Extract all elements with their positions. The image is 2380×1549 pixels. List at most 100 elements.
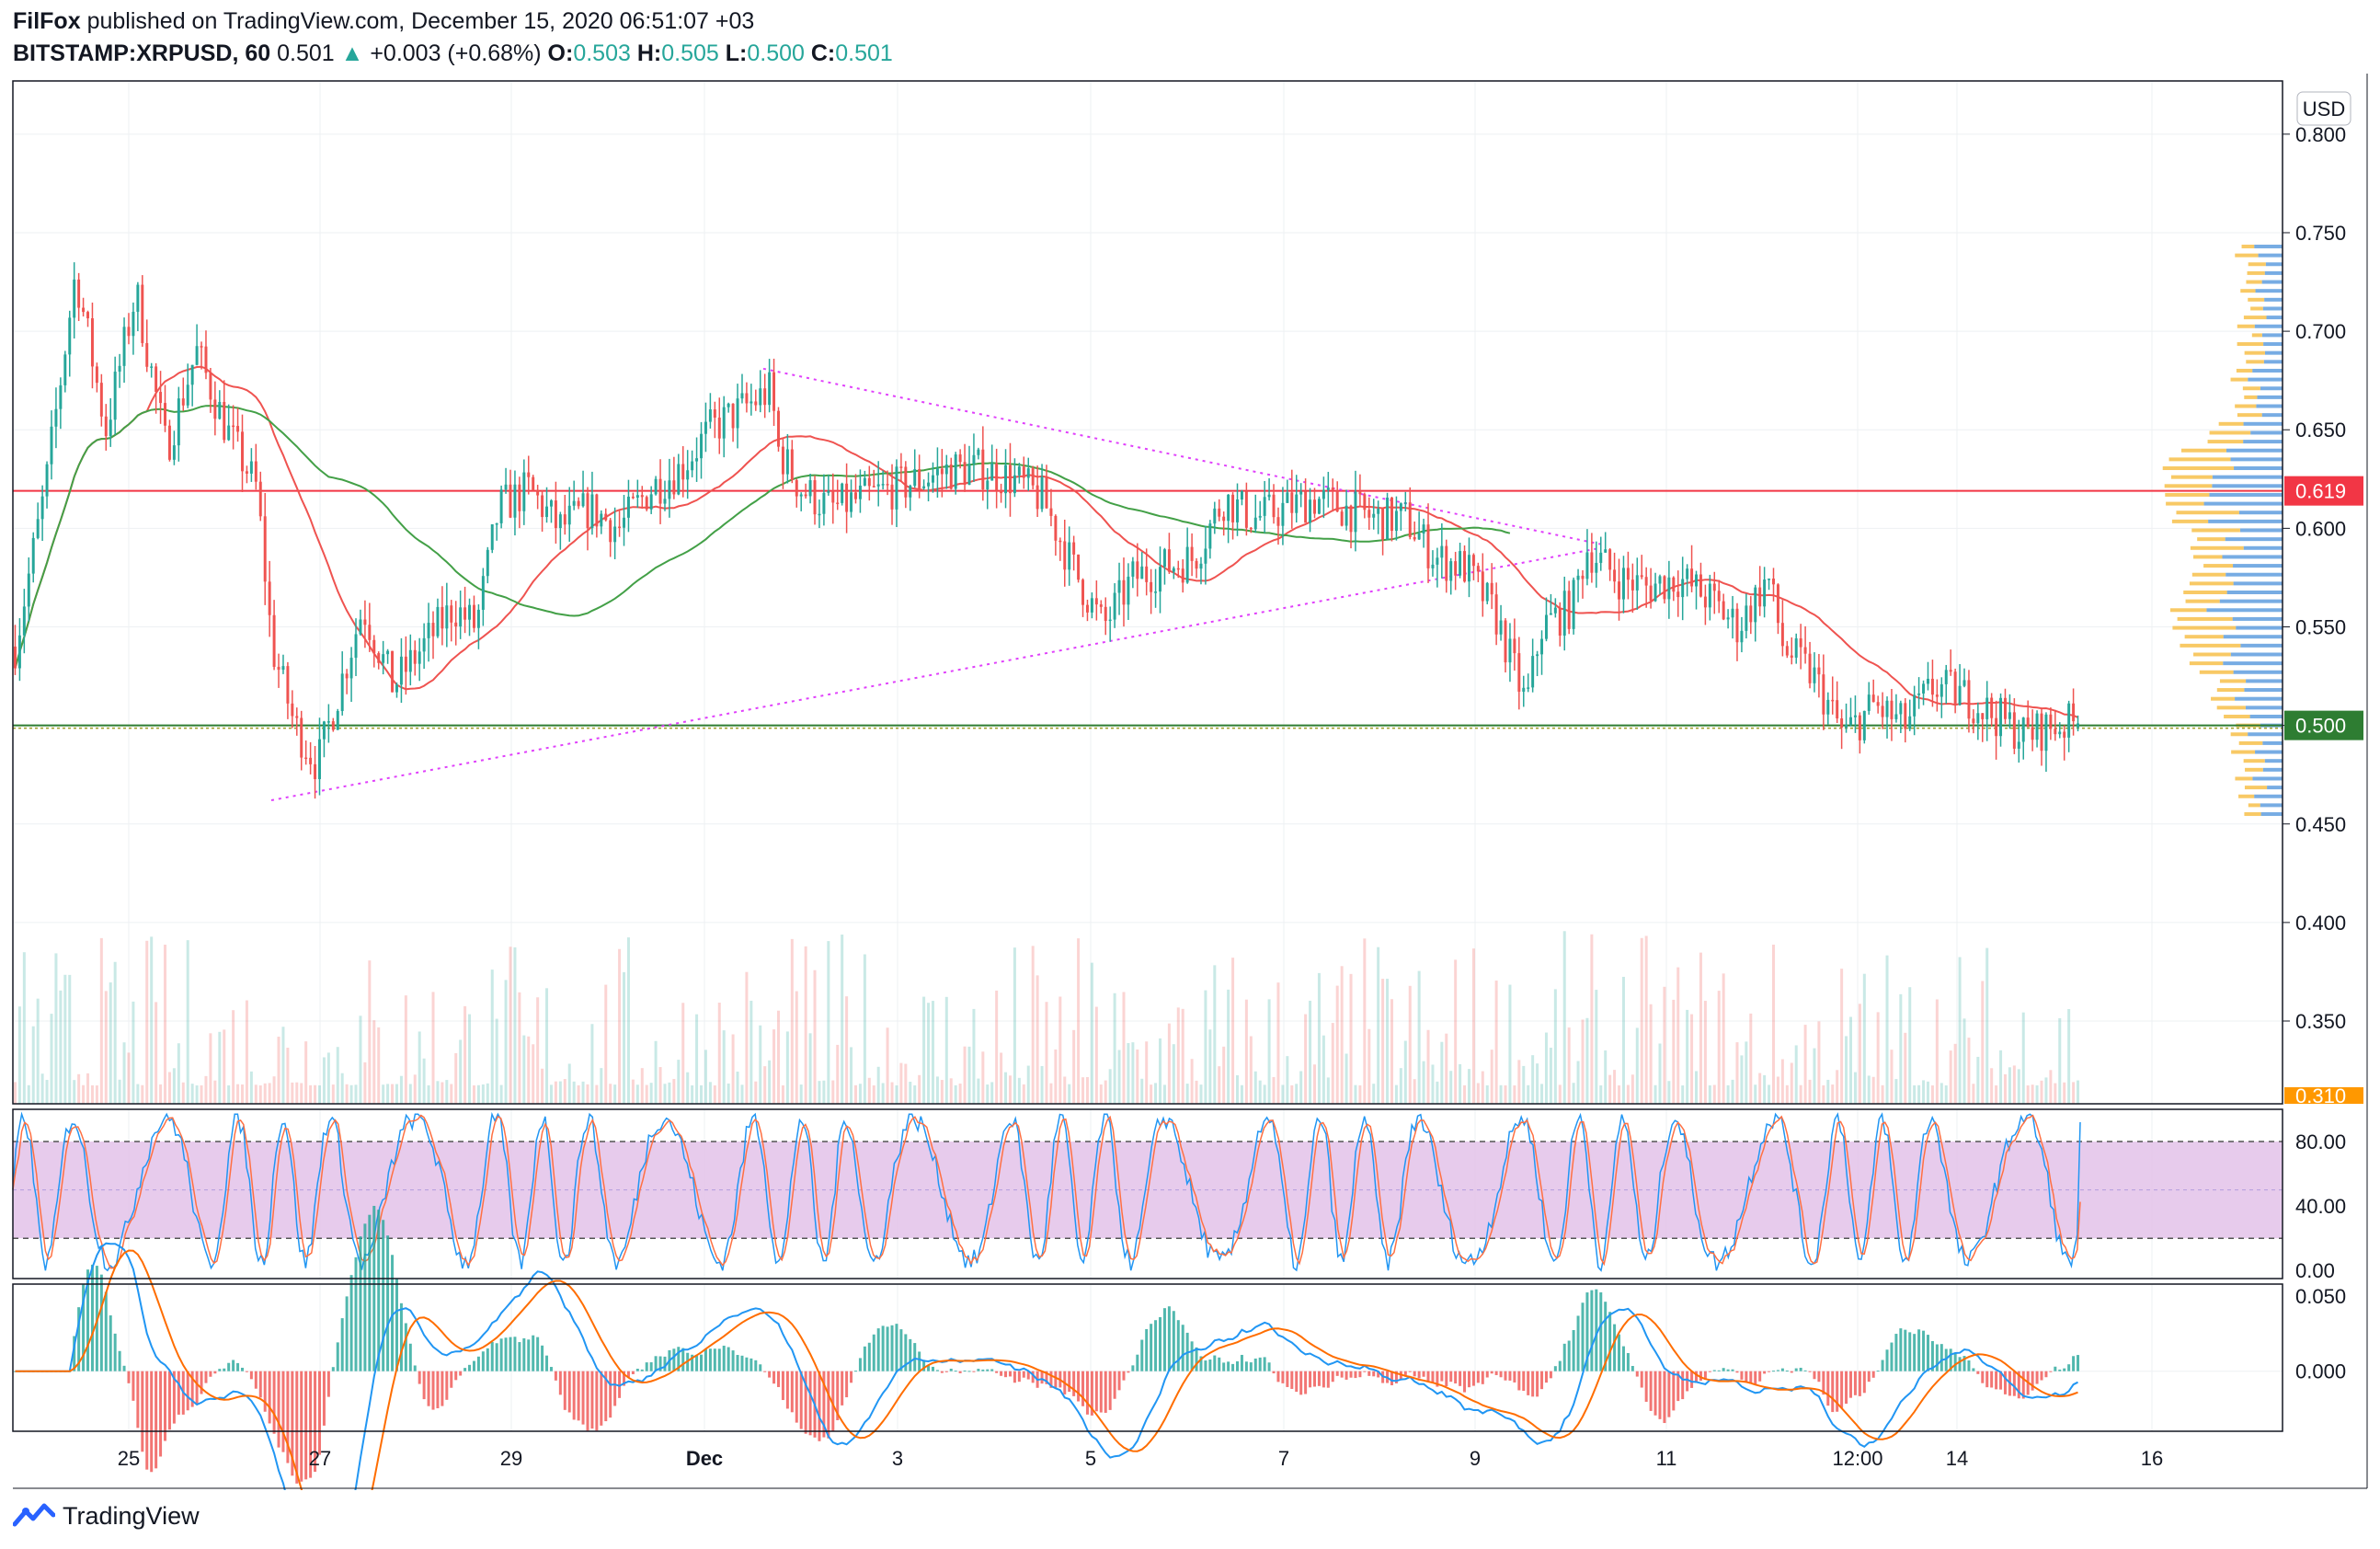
candle-body: [377, 653, 381, 663]
macd-histogram-bar: [1317, 1371, 1321, 1386]
volume-bar: [931, 1001, 934, 1104]
candle-body: [1999, 697, 2003, 737]
chart-canvas[interactable]: USD0.8000.7500.7000.6500.6000.5500.5000.…: [0, 74, 2380, 1490]
candle-body: [1572, 579, 1575, 629]
candle-body: [563, 514, 566, 525]
macd-histogram-bar: [1022, 1371, 1025, 1378]
candle-body: [1218, 508, 1221, 517]
candle-body: [509, 484, 512, 518]
volume-bar: [181, 1082, 185, 1104]
volume-bar: [2035, 1084, 2039, 1104]
candle-body: [1658, 576, 1662, 584]
volume-profile-down: [2246, 360, 2264, 364]
volume-profile-up: [2243, 545, 2283, 550]
volume-profile-down: [2176, 511, 2239, 515]
volume-bar: [1372, 1084, 1376, 1104]
candle-body: [654, 478, 658, 495]
volume-bar: [1309, 1000, 1312, 1104]
candle-body: [1122, 579, 1126, 605]
volume-bar: [1253, 1071, 1257, 1104]
macd-histogram-bar: [1485, 1371, 1489, 1378]
time-axis[interactable]: 25 27 29 Dec 3 5 7 9 11 12:00 14 16: [118, 1447, 2163, 1470]
volume-bar: [1063, 1076, 1067, 1104]
candle-body: [1813, 667, 1816, 683]
volume-bar: [1459, 1063, 1462, 1104]
volume-bar: [663, 1084, 667, 1104]
candle-body: [1349, 505, 1353, 533]
candle-body: [1013, 475, 1016, 494]
candle-body: [195, 346, 199, 365]
volume-bar: [368, 960, 372, 1104]
macd-histogram-bar: [204, 1371, 208, 1383]
candle-body: [1995, 717, 1998, 737]
stoch-tick-label: 0.00: [2295, 1259, 2335, 1282]
volume-bar: [2067, 1009, 2071, 1104]
candle-body: [1295, 494, 1299, 513]
volume-profile-up: [2262, 767, 2283, 772]
volume-profile-up: [2243, 421, 2283, 426]
macd-histogram-bar: [2072, 1356, 2076, 1371]
candle-body: [1463, 551, 1467, 582]
volume-bar: [50, 1014, 53, 1104]
candle-body: [122, 327, 126, 366]
macd-histogram-bar: [886, 1326, 889, 1371]
volume-bar: [876, 1066, 880, 1104]
volume-bar: [808, 1033, 812, 1104]
volume-bar: [481, 1084, 485, 1104]
candle-body: [904, 466, 908, 498]
candle-body: [1930, 678, 1934, 695]
volume-bar: [1399, 1068, 1402, 1104]
volume-profile-down: [2177, 616, 2233, 621]
volume-profile-up: [2212, 484, 2283, 488]
macd-histogram-bar: [1935, 1344, 1939, 1371]
volume-bar: [109, 982, 112, 1104]
volume-bar: [177, 1043, 180, 1104]
macd-histogram-bar: [895, 1324, 898, 1371]
macd-histogram-bar: [322, 1371, 326, 1426]
candle-body: [1644, 577, 1648, 586]
volume-bar: [1635, 1027, 1639, 1104]
macd-histogram-bar: [604, 1371, 608, 1422]
footer-brand[interactable]: TradingView: [63, 1501, 200, 1530]
author-name[interactable]: FilFox: [13, 8, 81, 34]
volume-bar: [1236, 1074, 1240, 1104]
volume-bar: [790, 938, 794, 1104]
candle-body: [236, 426, 240, 432]
volume-profile-down: [2250, 306, 2263, 311]
candle-body: [104, 416, 108, 437]
macd-histogram-bar: [1913, 1334, 1917, 1371]
price-tick-label: 0.600: [2295, 517, 2346, 540]
macd-histogram-bar: [1449, 1371, 1453, 1383]
volume-bar: [1090, 962, 1093, 1104]
macd-histogram-bar: [1558, 1360, 1562, 1371]
candle-body: [1131, 561, 1135, 577]
volume-profile-down: [2230, 377, 2248, 382]
macd-histogram-bar: [1517, 1371, 1521, 1391]
volume-bar: [1077, 938, 1081, 1104]
volume-bar: [249, 1071, 253, 1104]
candle-body: [1712, 583, 1716, 591]
volume-bar: [1604, 1050, 1608, 1104]
time-tick-label: 12:00: [1832, 1447, 1882, 1470]
macd-histogram-bar: [113, 1333, 117, 1371]
volume-profile-down: [2189, 581, 2234, 586]
macd-histogram-bar: [1985, 1371, 1989, 1388]
volume-bar: [1167, 1023, 1171, 1104]
volume-bar: [1599, 1084, 1603, 1104]
tradingview-logo-icon[interactable]: [13, 1502, 55, 1530]
macd-histogram-bar: [314, 1371, 317, 1473]
candle-body: [177, 398, 180, 446]
candle-body: [935, 468, 939, 476]
macd-histogram-bar: [1613, 1324, 1617, 1371]
macd-histogram-bar: [1240, 1354, 1243, 1371]
candle-body: [1154, 591, 1158, 593]
macd-histogram-bar: [1413, 1371, 1416, 1377]
candle-body: [990, 463, 994, 481]
candle-body: [613, 526, 617, 543]
candle-body: [1449, 561, 1453, 581]
volume-bar: [1267, 999, 1271, 1104]
macd-histogram-bar: [822, 1371, 826, 1438]
candle-body: [1540, 638, 1544, 655]
candle-body: [459, 607, 463, 627]
candle-body: [1740, 630, 1744, 643]
